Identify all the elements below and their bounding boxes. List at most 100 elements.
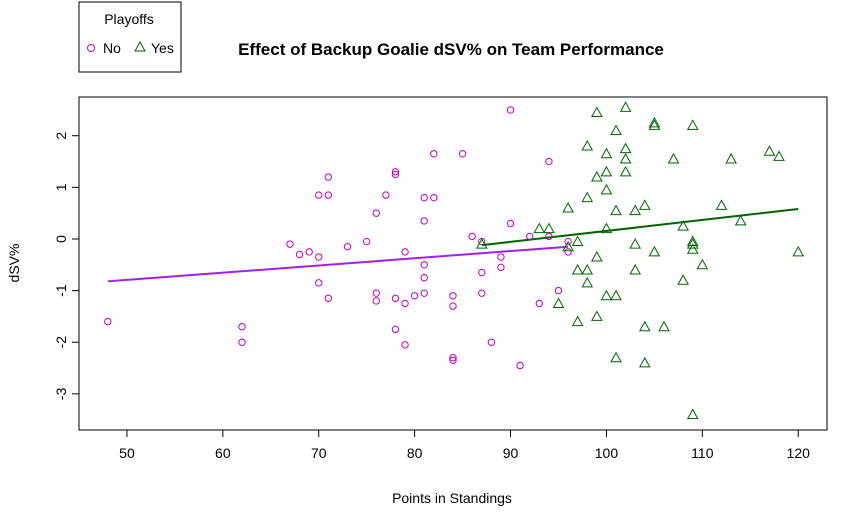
data-point-no — [410, 292, 419, 300]
data-point-yes — [619, 152, 632, 164]
data-point-no — [324, 191, 333, 199]
legend-no-marker — [87, 44, 95, 52]
data-point-no — [449, 356, 457, 365]
regression-lines — [107, 208, 799, 283]
data-point-no — [315, 191, 323, 199]
y-tick-label: -1 — [53, 284, 69, 297]
data-points — [104, 101, 805, 420]
data-point-no — [382, 191, 390, 199]
data-point-yes — [658, 320, 670, 332]
y-tick-label: 1 — [53, 183, 69, 191]
data-point-no — [478, 268, 486, 277]
data-point-no — [449, 354, 457, 362]
data-point-yes — [590, 251, 603, 262]
data-point-no — [478, 289, 486, 297]
data-point-no — [372, 209, 380, 217]
legend: Playoffs No Yes — [78, 1, 182, 73]
x-tick-label: 80 — [407, 445, 423, 461]
data-point-no — [420, 261, 428, 269]
data-point-no — [401, 299, 409, 308]
data-point-yes — [667, 152, 680, 164]
data-point-no — [238, 338, 246, 346]
data-point-no — [449, 302, 457, 310]
data-point-yes — [638, 320, 651, 332]
data-point-no — [564, 248, 572, 256]
data-point-yes — [696, 258, 709, 270]
data-point-no — [506, 106, 515, 114]
data-point-no — [324, 294, 333, 303]
data-point-no — [420, 273, 428, 282]
data-point-no — [468, 232, 476, 241]
data-point-no — [554, 286, 563, 295]
data-point-no — [315, 253, 323, 261]
x-tick-label: 100 — [595, 445, 619, 461]
data-point-yes — [590, 310, 603, 321]
data-point-no — [545, 232, 553, 241]
y-axis-title: dSV% — [6, 244, 22, 283]
data-point-yes — [677, 220, 690, 231]
data-point-yes — [600, 165, 613, 177]
data-point-yes — [638, 199, 651, 210]
data-point-yes — [590, 106, 603, 117]
x-tick-label: 90 — [503, 445, 519, 461]
x-tick-label: 120 — [787, 445, 811, 461]
data-point-yes — [610, 124, 622, 136]
data-point-no — [104, 317, 112, 326]
data-point-yes — [581, 140, 594, 151]
data-point-yes — [475, 238, 488, 249]
data-point-yes — [562, 201, 574, 213]
data-point-no — [420, 217, 428, 225]
data-point-yes — [638, 356, 651, 368]
data-point-no — [506, 219, 515, 228]
data-point-yes — [619, 142, 632, 154]
data-point-yes — [686, 243, 699, 254]
data-point-yes — [619, 165, 632, 177]
data-point-no — [516, 361, 524, 370]
data-point-yes — [610, 204, 622, 216]
data-point-yes — [600, 289, 613, 301]
data-point-no — [391, 294, 400, 303]
data-point-no — [343, 243, 352, 251]
fit-line-no — [107, 245, 569, 283]
data-point-no — [420, 289, 428, 297]
y-tick-label: -2 — [53, 336, 69, 349]
legend-yes-label: Yes — [151, 40, 174, 56]
legend-no-label: No — [103, 40, 121, 56]
fit-line-yes — [481, 208, 799, 247]
data-point-yes — [619, 101, 632, 112]
data-point-yes — [552, 297, 565, 309]
data-point-no — [430, 150, 438, 158]
data-point-no — [391, 325, 400, 334]
plot-frame — [78, 96, 828, 431]
data-point-yes — [648, 116, 661, 128]
data-point-yes — [629, 238, 642, 249]
data-point-yes — [581, 263, 594, 275]
x-axis: 50 60 70 80 90 100 110 120 — [119, 430, 810, 461]
data-point-yes — [648, 245, 661, 257]
legend-box — [78, 1, 182, 73]
data-point-no — [315, 279, 323, 287]
data-point-no — [545, 157, 553, 166]
data-point-no — [286, 240, 294, 248]
data-point-yes — [590, 170, 603, 182]
y-tick-label: -3 — [53, 387, 69, 400]
data-point-yes — [792, 245, 805, 257]
data-point-no — [391, 168, 400, 176]
data-point-no — [401, 248, 409, 256]
data-point-yes — [610, 351, 622, 363]
data-point-yes — [571, 263, 584, 275]
x-tick-label: 50 — [119, 445, 135, 461]
data-point-no — [362, 237, 371, 246]
data-point-no — [497, 263, 505, 272]
data-point-yes — [677, 274, 690, 285]
data-point-no — [391, 170, 400, 179]
data-point-no — [372, 289, 380, 297]
data-point-yes — [581, 276, 594, 288]
data-point-yes — [763, 145, 776, 156]
data-point-yes — [562, 240, 574, 252]
data-point-yes — [686, 238, 699, 249]
data-point-yes — [773, 150, 785, 161]
data-point-yes — [610, 289, 622, 301]
data-point-no — [305, 248, 313, 256]
